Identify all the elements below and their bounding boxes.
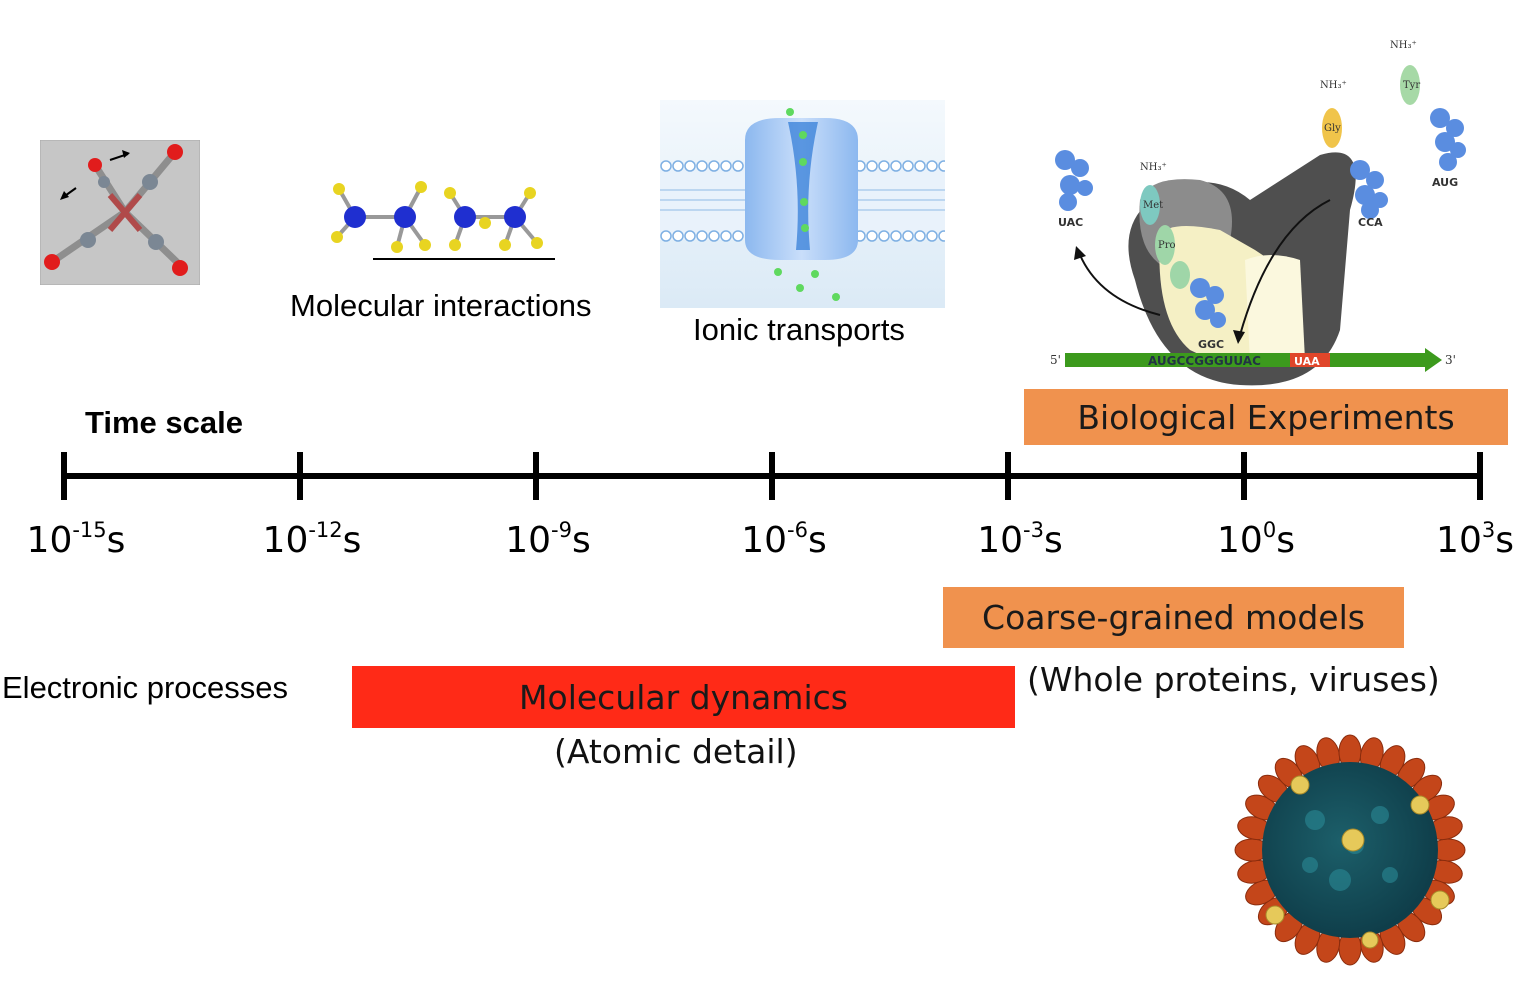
amino-acid-pro: Pro [1158, 240, 1176, 251]
molecular-dynamics-note: (Atomic detail) [554, 732, 798, 771]
stop-codon-label: UAA [1294, 355, 1320, 368]
axis-tick-label: 10-3s [977, 518, 1063, 562]
nh3-label-1: NH₃⁺ [1140, 162, 1167, 173]
molecular-interactions-illustration [331, 181, 555, 260]
axis-tick-label: 10-6s [741, 518, 827, 562]
anticodon-cca: CCA [1358, 216, 1383, 229]
molecular-dynamics-label: Molecular dynamics [519, 677, 848, 717]
molecular-dynamics-bar: Molecular dynamics [352, 666, 1015, 728]
ion-channel-illustration [660, 100, 945, 308]
mrna-3-prime-label: 3' [1445, 353, 1456, 367]
coarse-grained-models-bar: Coarse-grained models [943, 587, 1404, 648]
amino-acid-gly: Gly [1324, 123, 1341, 134]
axis-tick-label: 100s [1217, 518, 1295, 562]
coarse-grained-note: (Whole proteins, viruses) [1027, 660, 1440, 699]
anticodon-uac: UAC [1058, 216, 1083, 229]
anticodon-ggc: GGC [1198, 338, 1224, 351]
mrna-sequence-label: AUGCCGGGUUAC [1148, 354, 1261, 368]
time-axis [61, 452, 1483, 500]
coarse-grained-models-label: Coarse-grained models [982, 598, 1365, 637]
electronic-process-illustration [40, 140, 200, 285]
ionic-transports-label: Ionic transports [693, 312, 905, 347]
nh3-label-3: NH₃⁺ [1390, 40, 1417, 51]
virus-illustration [1234, 734, 1466, 966]
axis-tick-label: 10-12s [262, 518, 362, 562]
electronic-processes-label: Electronic processes [2, 670, 289, 705]
time-scale-title: Time scale [85, 405, 243, 440]
axis-tick-label: 10-15s [26, 518, 126, 562]
amino-acid-met: Met [1143, 200, 1163, 211]
molecular-interactions-label: Molecular interactions [290, 288, 592, 323]
anticodon-aug: AUG [1432, 176, 1458, 189]
axis-tick-label: 103s [1436, 518, 1514, 562]
biological-experiments-label: Biological Experiments [1077, 397, 1455, 437]
amino-acid-tyr: Tyr [1403, 80, 1420, 91]
ribosome-translation-illustration: 5' 3' AUGCCGGGUUAC UAA NH₃⁺ NH₃⁺ NH₃⁺ Me… [1050, 40, 1466, 386]
nh3-label-2: NH₃⁺ [1320, 80, 1347, 91]
biological-experiments-bar: Biological Experiments [1024, 389, 1508, 445]
axis-tick-label: 10-9s [505, 518, 591, 562]
mrna-5-prime-label: 5' [1050, 353, 1061, 367]
